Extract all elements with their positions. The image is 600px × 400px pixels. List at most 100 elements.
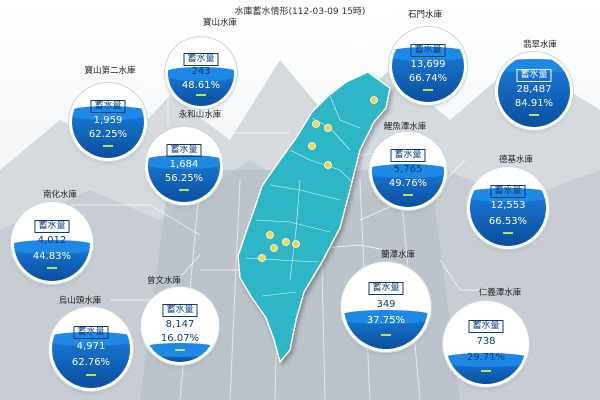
storage-value: 243 [191,66,211,77]
reservoir-name: 南化水庫 [42,190,77,200]
trend-dash [481,370,491,372]
water-level-fill [470,188,546,246]
water-wave [72,106,144,121]
reservoir-marker [258,254,266,262]
storage-value: 4,971 [76,341,106,352]
reservoir-name: 德基水庫 [498,155,533,165]
storage-percent: 66.53% [488,216,528,227]
reservoir-gauge: 蓄水量 5,765 49.76% [372,135,444,207]
reservoir-name: 永和山水庫 [178,110,222,120]
water-wave [446,353,526,367]
reservoir-gauge: 蓄水量 738 29.71% [446,304,526,384]
water-wave [14,239,90,254]
trend-dash [403,194,413,196]
storage-value: 738 [476,336,496,347]
reservoir-marker [324,124,332,132]
storage-percent: 48.61% [181,80,221,91]
reservoir-gauge: 蓄水量 28,487 84.91% [498,55,570,127]
reservoir-gauge: 蓄水量 13,699 66.74% [392,30,464,102]
storage-percent: 66.74% [408,73,448,84]
storage-label: 蓄水量 [390,149,426,162]
storage-percent: 37.75% [366,315,406,326]
storage-percent: 56.25% [164,173,204,184]
water-level-fill [392,46,464,102]
storage-percent: 84.91% [514,98,554,109]
reservoir-name: 蘭潭水庫 [380,250,415,260]
reservoir-gauge: 蓄水量 1,684 56.25% [148,130,220,202]
storage-percent: 29.71% [466,352,506,363]
storage-label: 蓄水量 [368,282,404,295]
reservoir-gauge: 蓄水量 243 48.61% [168,40,234,106]
storage-label: 蓄水量 [162,304,198,317]
water-wave [168,66,234,81]
taiwan-island-shape [237,71,391,364]
water-wave [470,188,546,203]
water-level-fill [344,310,428,349]
water-level-fill [446,353,526,384]
storage-value: 1,959 [93,115,123,126]
trend-dash [47,267,57,269]
water-level-fill [372,164,444,207]
reservoir-marker [324,161,332,169]
reservoir-name: 鯉魚潭水庫 [383,122,427,132]
water-level-fill [72,106,144,158]
reservoir-name: 仁義潭水庫 [478,288,522,298]
storage-label: 蓄水量 [90,100,126,113]
storage-label: 蓄水量 [516,69,552,82]
reservoir-gauge: 蓄水量 4,012 44.83% [14,205,90,281]
trend-dash [529,114,539,116]
reservoir-marker [312,120,320,128]
storage-value: 12,553 [490,200,526,211]
reservoir-gauge: 蓄水量 349 37.75% [344,265,428,349]
storage-percent: 16.07% [160,333,200,344]
reservoir-marker [292,240,300,248]
storage-label: 蓄水量 [410,44,446,57]
trend-dash [196,94,206,96]
storage-percent: 44.83% [32,251,72,262]
trend-dash [179,189,189,191]
storage-value: 28,487 [516,84,552,95]
trend-dash [86,374,96,376]
storage-value: 5,765 [393,164,423,175]
water-wave [344,310,428,325]
water-wave [392,46,464,61]
water-level-fill [14,239,90,281]
water-wave [498,58,570,73]
storage-label: 蓄水量 [166,144,202,157]
trend-dash [423,89,433,91]
trend-dash [381,334,391,336]
storage-value: 13,699 [410,59,446,70]
trend-dash [503,232,513,234]
storage-label: 蓄水量 [73,326,109,339]
storage-percent: 62.25% [88,129,128,140]
reservoir-name: 寶山第二水庫 [84,66,136,76]
reservoir-gauge: 蓄水量 1,959 62.25% [72,86,144,158]
storage-value: 8,147 [165,319,195,330]
storage-value: 1,684 [169,159,199,170]
reservoir-name: 烏山頭水庫 [58,296,102,306]
water-level-fill [144,343,216,362]
reservoir-marker [282,238,290,246]
page-title: 水庫蓄水情形(112-03-09 15時) [205,6,395,18]
reservoir-name: 翡翠水庫 [522,40,557,50]
reservoir-gauge: 蓄水量 12,553 66.53% [470,170,546,246]
water-level-fill [498,58,570,127]
storage-value: 4,012 [37,235,67,246]
storage-value: 349 [376,299,396,310]
reservoir-marker [270,244,278,252]
storage-percent: 49.76% [388,178,428,189]
reservoir-gauge: 蓄水量 8,147 16.07% [144,290,216,362]
reservoir-marker [370,96,378,104]
water-wave [148,154,220,169]
reservoir-marker [308,142,316,150]
storage-label: 蓄水量 [468,320,504,333]
water-wave [372,164,444,178]
reservoir-gauge: 蓄水量 4,971 62.76% [52,310,130,388]
storage-label: 蓄水量 [34,220,70,233]
storage-percent: 62.76% [71,357,111,368]
storage-label: 蓄水量 [490,185,526,198]
reservoir-name: 石門水庫 [407,10,442,20]
storage-label: 蓄水量 [183,53,219,66]
trend-dash [103,145,113,147]
